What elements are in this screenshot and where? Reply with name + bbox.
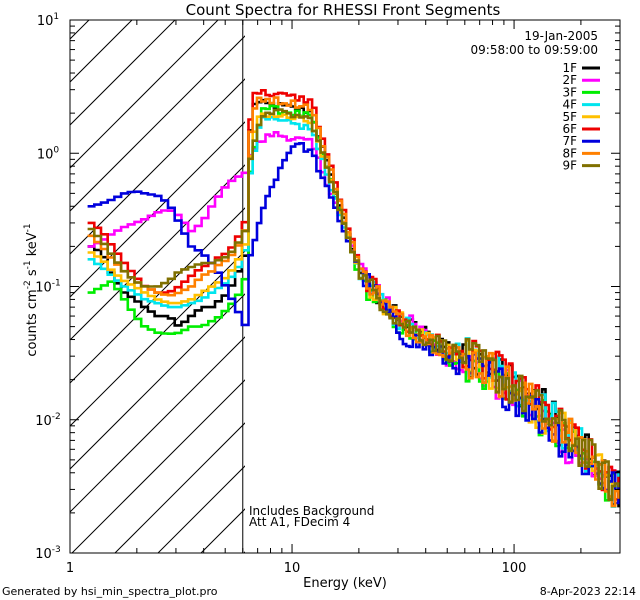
series-layer — [87, 89, 620, 508]
annotation-background: Includes Background — [249, 504, 374, 518]
hatch-line — [114, 422, 245, 553]
hatched-region — [0, 0, 245, 553]
hatch-line — [71, 379, 245, 553]
x-tick-label: 1 — [66, 561, 74, 576]
y-tick-label: 10-2 — [35, 412, 61, 429]
x-axis-label: Energy (keV) — [303, 576, 387, 591]
date-label: 19-Jan-2005 — [524, 29, 598, 43]
legend-label-5F: 5F — [562, 110, 577, 124]
y-tick-label: 10-1 — [35, 279, 61, 296]
hatch-line — [70, 164, 245, 341]
y-tick-label: 10-3 — [35, 545, 61, 562]
hatch-line — [0, 0, 113, 553]
legend-label-9F: 9F — [562, 159, 577, 173]
hatch-line — [70, 250, 245, 427]
footer-generated-by: Generated by hsi_min_spectra_plot.pro — [2, 585, 218, 598]
axis-ticks: 1 10 100 101 100 10-1 10-2 10-3 — [35, 12, 621, 576]
y-axis-label: counts cm-2 s-1 keV-1 — [23, 223, 40, 356]
y-axis-label-base: counts cm — [25, 289, 40, 356]
hatch-line — [70, 20, 176, 126]
legend-label-4F: 4F — [562, 98, 577, 112]
annotation-attenuator: Att A1, FDecim 4 — [249, 515, 350, 529]
legend-label-7F: 7F — [562, 134, 577, 148]
hatch-line — [243, 551, 245, 553]
hatch-line — [70, 336, 245, 513]
legend-label-1F: 1F — [562, 61, 577, 75]
series-line-9F — [87, 108, 620, 502]
y-axis-label-end: keV — [25, 232, 40, 260]
y-axis-label-mid: s — [25, 269, 40, 280]
hatch-line — [70, 293, 245, 470]
y-axis-label-exp1: -2 — [23, 280, 33, 289]
time-range-label: 09:58:00 to 09:59:00 — [471, 43, 598, 57]
legend-label-3F: 3F — [562, 85, 577, 99]
legend-label-6F: 6F — [562, 122, 577, 136]
y-tick-label: 101 — [37, 12, 59, 29]
hatch-line — [70, 35, 245, 212]
hatch-line — [70, 20, 133, 83]
x-tick-label: 10 — [284, 561, 301, 576]
series-line-4F — [87, 115, 620, 508]
series-line-2F — [87, 131, 620, 495]
hatch-line — [70, 207, 245, 384]
x-tick-label: 100 — [502, 561, 527, 576]
y-tick-label: 100 — [37, 145, 60, 162]
footer-timestamp: 8-Apr-2023 22:14 — [540, 585, 636, 598]
legend-label-8F: 8F — [562, 146, 577, 160]
hatch-line — [70, 78, 245, 255]
series-line-7F — [87, 142, 620, 505]
hatch-line — [70, 121, 245, 298]
hatch-line — [70, 20, 219, 169]
legend-label-2F: 2F — [562, 73, 577, 87]
chart-title: Count Spectra for RHESSI Front Segments — [186, 1, 501, 19]
y-axis-label-exp2: -1 — [23, 260, 33, 269]
y-axis-label-exp3: -1 — [23, 223, 33, 232]
